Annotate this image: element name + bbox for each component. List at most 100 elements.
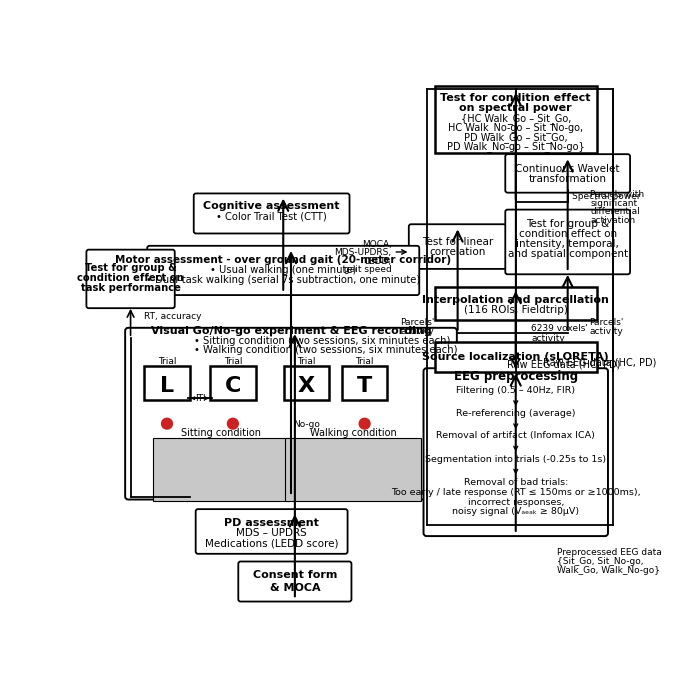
- Text: 6239 voxels': 6239 voxels': [532, 325, 588, 334]
- Text: activation: activation: [590, 216, 635, 225]
- Text: Continuous Wavelet: Continuous Wavelet: [515, 164, 620, 174]
- Text: Motor assessment - over ground gait (20-meter corridor): Motor assessment - over ground gait (20-…: [115, 255, 451, 266]
- Text: activity: activity: [532, 334, 565, 343]
- Text: {HC Walk_Go – Sit_Go,: {HC Walk_Go – Sit_Go,: [460, 114, 571, 125]
- Text: Removal of artifact (Infomax ICA): Removal of artifact (Infomax ICA): [436, 431, 595, 440]
- Text: incorrect responses,: incorrect responses,: [468, 497, 564, 506]
- Text: • Dual-task walking (serial 7s subtraction, one minute): • Dual-task walking (serial 7s subtracti…: [146, 275, 421, 286]
- FancyBboxPatch shape: [153, 438, 290, 501]
- Text: MOCA,: MOCA,: [362, 239, 392, 249]
- Text: differential: differential: [590, 207, 640, 217]
- FancyBboxPatch shape: [144, 366, 190, 400]
- FancyBboxPatch shape: [196, 509, 347, 554]
- FancyBboxPatch shape: [435, 287, 597, 321]
- Text: ITI: ITI: [195, 394, 206, 402]
- Text: PD Walk_Go – Sit_Go,: PD Walk_Go – Sit_Go,: [464, 132, 568, 142]
- Text: Visual Go/No-go experiment & EEG recording: Visual Go/No-go experiment & EEG recordi…: [151, 326, 432, 336]
- Text: and spatial component: and spatial component: [508, 249, 627, 259]
- Text: condition effect on: condition effect on: [519, 229, 616, 239]
- Text: MDS – UPDRS: MDS – UPDRS: [236, 528, 307, 538]
- Text: intensity, temporal,: intensity, temporal,: [516, 239, 619, 249]
- Text: Sitting condition: Sitting condition: [182, 428, 261, 438]
- Text: noisy signal (Vₐₑₐₖ ≥ 80μV): noisy signal (Vₐₑₐₖ ≥ 80μV): [452, 507, 580, 516]
- Text: Trial: Trial: [158, 357, 176, 366]
- Text: C: C: [225, 376, 241, 396]
- Text: Preprocessed EEG data: Preprocessed EEG data: [557, 548, 662, 557]
- Text: Medications (LEDD score): Medications (LEDD score): [205, 538, 338, 548]
- Text: Parcels': Parcels': [400, 319, 434, 327]
- Text: Filtering (0.5 – 40Hz, FIR): Filtering (0.5 – 40Hz, FIR): [456, 386, 575, 395]
- Text: Go: Go: [161, 420, 173, 429]
- Text: HC Walk_No-go – Sit_No-go,: HC Walk_No-go – Sit_No-go,: [448, 122, 584, 133]
- Text: transformation: transformation: [529, 174, 607, 184]
- Text: Removal of bad trials:: Removal of bad trials:: [464, 477, 568, 486]
- Text: X: X: [298, 376, 315, 396]
- Text: L: L: [160, 376, 174, 396]
- Text: & MOCA: & MOCA: [270, 583, 320, 592]
- Text: activity: activity: [401, 327, 434, 336]
- Text: (116 ROIs, Fieldtrip): (116 ROIs, Fieldtrip): [464, 305, 568, 314]
- Text: PD Walk_No-go – Sit_No-go}: PD Walk_No-go – Sit_No-go}: [447, 141, 584, 152]
- Text: condition effect on: condition effect on: [77, 273, 184, 283]
- Circle shape: [162, 418, 173, 429]
- Text: Trial: Trial: [356, 357, 374, 366]
- FancyBboxPatch shape: [125, 327, 457, 499]
- Text: RT, accuracy: RT, accuracy: [144, 312, 201, 321]
- FancyBboxPatch shape: [284, 366, 329, 400]
- Text: Too early / late response (RT ≤ 150ms or ≥1000ms),: Too early / late response (RT ≤ 150ms or…: [391, 488, 640, 497]
- Text: Test for group &: Test for group &: [526, 219, 609, 229]
- Text: EEG preprocessing: EEG preprocessing: [453, 370, 578, 383]
- Text: • Color Trail Test (CTT): • Color Trail Test (CTT): [216, 211, 327, 222]
- Text: Walk_Go, Walk_No-go}: Walk_Go, Walk_No-go}: [557, 566, 660, 575]
- Circle shape: [227, 418, 238, 429]
- FancyBboxPatch shape: [409, 224, 506, 269]
- Text: T: T: [357, 376, 372, 396]
- Text: correlation: correlation: [429, 247, 486, 257]
- FancyBboxPatch shape: [147, 246, 419, 295]
- Text: gait speed: gait speed: [344, 265, 392, 275]
- Text: MDS-UPDRS,: MDS-UPDRS,: [335, 248, 392, 257]
- Text: activity: activity: [589, 327, 623, 336]
- Text: Parcels': Parcels': [589, 319, 624, 327]
- FancyBboxPatch shape: [506, 154, 630, 193]
- FancyBboxPatch shape: [238, 561, 351, 601]
- Text: on spectral power: on spectral power: [460, 103, 572, 113]
- Text: Interpolation and parcellation: Interpolation and parcellation: [423, 294, 609, 305]
- Text: LEDD,: LEDD,: [364, 257, 392, 266]
- Text: Test for group &: Test for group &: [85, 263, 177, 273]
- FancyBboxPatch shape: [342, 366, 388, 400]
- Text: Trial: Trial: [297, 357, 316, 366]
- Text: • Walking condition (two sessions, six minutes each): • Walking condition (two sessions, six m…: [194, 345, 458, 355]
- Text: No-go: No-go: [293, 420, 320, 429]
- Text: Test for linear: Test for linear: [422, 237, 493, 247]
- Text: task performance: task performance: [81, 283, 181, 293]
- FancyBboxPatch shape: [506, 210, 630, 275]
- FancyBboxPatch shape: [86, 250, 175, 308]
- Text: Walking condition: Walking condition: [310, 428, 397, 438]
- FancyBboxPatch shape: [435, 342, 597, 372]
- Text: Consent form: Consent form: [253, 570, 337, 581]
- Text: Re-referencing (average): Re-referencing (average): [456, 409, 575, 418]
- FancyBboxPatch shape: [285, 438, 421, 501]
- Text: Cognitive assessment: Cognitive assessment: [203, 201, 340, 211]
- Text: Source localization (sLORETA): Source localization (sLORETA): [423, 352, 609, 362]
- Text: Raw EEG data (HC, PD): Raw EEG data (HC, PD): [543, 358, 656, 368]
- Text: Segmentation into trials (-0.25s to 1s): Segmentation into trials (-0.25s to 1s): [425, 455, 606, 464]
- Text: Go: Go: [358, 420, 371, 429]
- Text: • Usual walking (one minute): • Usual walking (one minute): [210, 266, 356, 275]
- Text: Parcels with: Parcels with: [590, 190, 645, 199]
- FancyBboxPatch shape: [435, 87, 597, 153]
- Text: Raw EEG data (HC, PD): Raw EEG data (HC, PD): [507, 359, 621, 369]
- FancyBboxPatch shape: [210, 366, 256, 400]
- Circle shape: [359, 418, 370, 429]
- FancyBboxPatch shape: [423, 368, 608, 536]
- FancyBboxPatch shape: [194, 193, 349, 233]
- Text: Test for condition effect: Test for condition effect: [440, 93, 591, 103]
- Text: significant: significant: [590, 199, 637, 208]
- Text: Spectral power: Spectral power: [573, 192, 641, 201]
- Text: • Sitting condition (two sessions, six minutes each): • Sitting condition (two sessions, six m…: [194, 336, 451, 345]
- Text: Trial: Trial: [223, 357, 242, 366]
- Text: {Sit_Go, Sit_No-go,: {Sit_Go, Sit_No-go,: [557, 557, 643, 566]
- Text: PD assessment: PD assessment: [224, 518, 319, 528]
- Text: Go: Go: [227, 420, 239, 429]
